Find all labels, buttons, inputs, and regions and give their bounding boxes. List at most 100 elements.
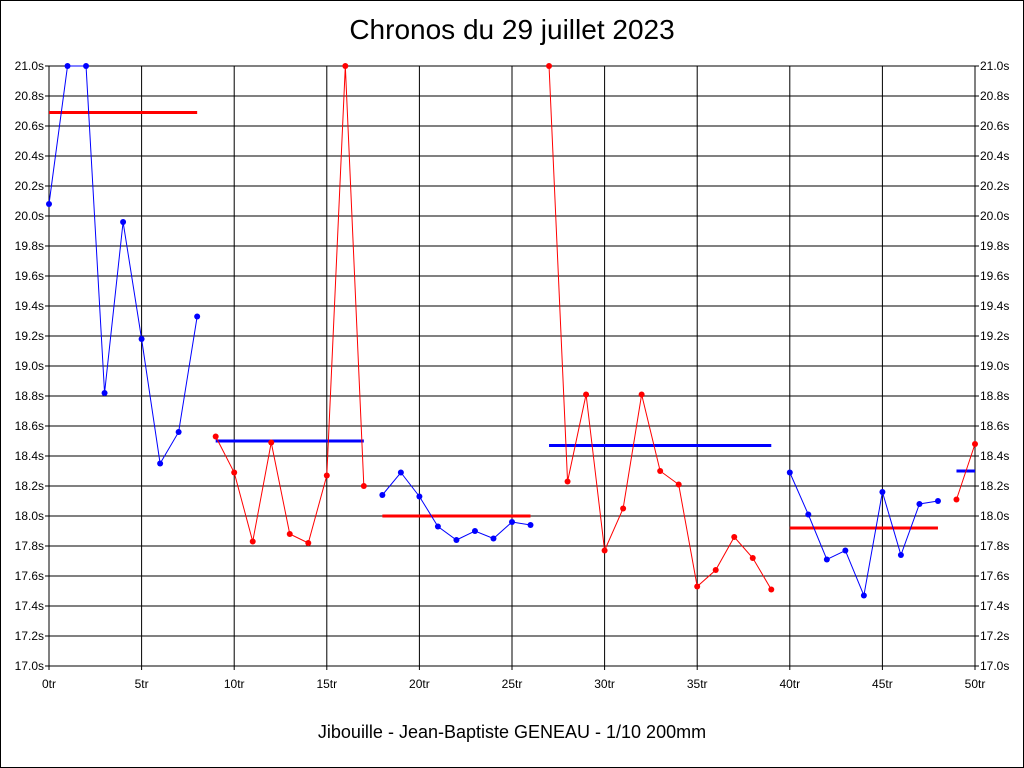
- y-tick-label-right: 18.8s: [980, 389, 1009, 403]
- series-line: [215, 65, 365, 544]
- y-tick-label-left: 19.8s: [15, 239, 44, 253]
- chart-subtitle: Jibouille - Jean-Baptiste GENEAU - 1/10 …: [317, 722, 707, 742]
- data-point: [46, 201, 52, 207]
- x-tick-label: 25tr: [502, 677, 523, 691]
- series-line: [789, 472, 939, 598]
- y-tick-label-right: 18.0s: [980, 509, 1009, 523]
- data-point: [305, 540, 312, 546]
- x-tick-label: 20tr: [409, 677, 430, 691]
- y-axis-left: 17.0s 17.2s 17.4s 17.6s 17.8s 18.0s 18.2s 18.4s…: [15, 59, 49, 673]
- y-tick-label-left: 20.6s: [15, 119, 44, 133]
- data-point: [175, 429, 182, 435]
- y-tick-label-right: 20.0s: [980, 209, 1009, 223]
- data-point: [842, 547, 849, 554]
- x-tick-label: 40tr: [779, 677, 800, 691]
- data-point: [583, 391, 590, 398]
- y-tick-label-left: 19.0s: [15, 359, 44, 373]
- data-point: [657, 468, 664, 474]
- y-tick-label-left: 17.8s: [15, 539, 44, 553]
- data-point: [638, 391, 645, 398]
- y-tick-label-left: 17.4s: [15, 599, 44, 613]
- data-point: [379, 492, 386, 498]
- data-point: [120, 219, 127, 225]
- y-tick-label-left: 17.2s: [15, 629, 44, 643]
- chart-title: Chronos du 29 juillet 2023: [349, 14, 675, 45]
- series-line: [548, 65, 772, 590]
- x-axis: 0tr 5tr 10tr 15tr 20tr 25tr 30tr 35tr 40tr 45tr 50…: [42, 666, 985, 691]
- x-tick-label: 10tr: [224, 677, 245, 691]
- data-point: [416, 493, 423, 500]
- y-tick-label-left: 21.0s: [15, 59, 44, 73]
- data-point: [897, 552, 904, 558]
- y-tick-label-left: 18.2s: [15, 479, 44, 493]
- y-tick-label-left: 20.8s: [15, 89, 44, 103]
- y-tick-label-right: 17.6s: [980, 569, 1009, 583]
- y-tick-label-right: 20.2s: [980, 179, 1009, 193]
- x-tick-label: 35tr: [687, 677, 708, 691]
- y-tick-label-left: 19.2s: [15, 329, 44, 343]
- data-point: [157, 460, 164, 467]
- y-tick-label-left: 18.8s: [15, 389, 44, 403]
- data-point: [712, 567, 719, 573]
- data-point: [434, 523, 441, 530]
- data-point: [231, 469, 238, 476]
- data-point: [546, 63, 553, 69]
- y-tick-label-left: 20.0s: [15, 209, 44, 223]
- data-point: [749, 555, 756, 561]
- y-tick-label-left: 17.6s: [15, 569, 44, 583]
- y-tick-label-right: 18.6s: [980, 419, 1009, 433]
- series-points: [46, 63, 978, 599]
- data-point: [286, 531, 293, 537]
- x-tick-label: 30tr: [594, 677, 615, 691]
- y-tick-label-right: 18.4s: [980, 449, 1009, 463]
- y-tick-label-right: 17.4s: [980, 599, 1009, 613]
- y-tick-label-left: 19.4s: [15, 299, 44, 313]
- chart-grid: [48, 65, 976, 667]
- y-tick-label-left: 20.2s: [15, 179, 44, 193]
- data-point: [194, 313, 201, 320]
- data-point: [83, 63, 90, 69]
- y-tick-label-right: 19.6s: [980, 269, 1009, 283]
- data-point: [360, 483, 367, 489]
- y-tick-label-left: 18.0s: [15, 509, 44, 523]
- data-point: [101, 390, 108, 396]
- data-point: [934, 498, 941, 504]
- x-tick-label: 50tr: [965, 677, 986, 691]
- data-point: [509, 519, 515, 525]
- y-tick-label-right: 18.2s: [980, 479, 1009, 493]
- data-point: [212, 433, 219, 440]
- y-tick-label-right: 19.8s: [980, 239, 1009, 253]
- data-point: [768, 586, 775, 593]
- data-point: [323, 472, 330, 479]
- data-point: [471, 528, 478, 534]
- data-point: [694, 583, 701, 590]
- x-tick-label: 5tr: [135, 677, 149, 691]
- data-point: [805, 511, 812, 518]
- data-point: [620, 505, 627, 512]
- data-point: [527, 522, 534, 528]
- data-point: [823, 556, 830, 563]
- y-tick-label-right: 20.8s: [980, 89, 1009, 103]
- x-tick-label: 45tr: [872, 677, 893, 691]
- series-line: [381, 471, 531, 541]
- y-tick-label-left: 19.6s: [15, 269, 44, 283]
- data-point: [249, 538, 256, 545]
- data-point: [879, 489, 886, 495]
- data-point: [860, 592, 867, 599]
- x-tick-label: 15tr: [316, 677, 337, 691]
- data-point: [601, 547, 608, 554]
- y-tick-label-right: 19.4s: [980, 299, 1009, 313]
- data-point: [675, 481, 682, 488]
- y-tick-label-left: 17.0s: [15, 659, 44, 673]
- y-tick-label-right: 19.2s: [980, 329, 1009, 343]
- y-tick-label-right: 20.6s: [980, 119, 1009, 133]
- y-tick-label-right: 17.2s: [980, 629, 1009, 643]
- y-tick-label-right: 17.8s: [980, 539, 1009, 553]
- y-tick-label-right: 20.4s: [980, 149, 1009, 163]
- data-point: [342, 63, 349, 69]
- data-point: [786, 469, 793, 476]
- data-point: [972, 441, 978, 447]
- y-tick-label-right: 21.0s: [980, 59, 1009, 73]
- y-tick-label-left: 18.6s: [15, 419, 44, 433]
